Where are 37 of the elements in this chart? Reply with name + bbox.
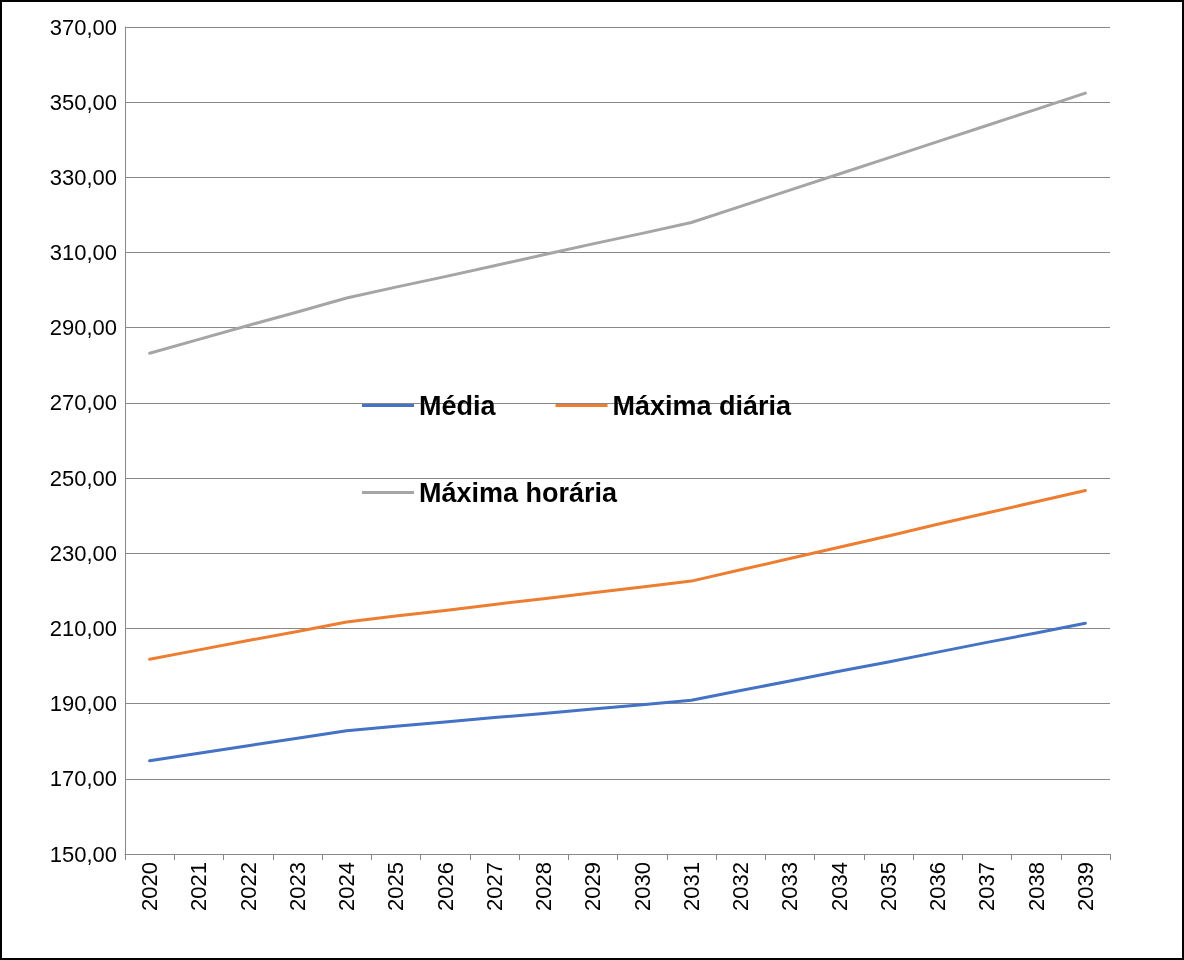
x-tick-label: 2038 xyxy=(1023,862,1049,911)
x-tick-label: 2020 xyxy=(137,862,163,911)
legend-label: Máxima diária xyxy=(612,390,793,421)
x-tick-label: 2034 xyxy=(826,862,852,911)
line-series xyxy=(148,91,1087,355)
x-tick-label: 2028 xyxy=(531,862,557,911)
y-tick-label: 190,00 xyxy=(49,691,117,717)
x-tick-label: 2027 xyxy=(481,862,507,911)
x-tick-label: 2030 xyxy=(629,862,655,911)
x-tick-label: 2029 xyxy=(580,862,606,911)
x-tick-label: 2032 xyxy=(728,862,754,911)
y-tick-label: 290,00 xyxy=(49,315,117,341)
y-tick-label: 270,00 xyxy=(49,390,117,416)
x-tick-label: 2026 xyxy=(432,862,458,911)
x-tick-label: 2025 xyxy=(383,862,409,911)
x-tick-label: 2039 xyxy=(1072,862,1098,911)
x-tick-label: 2022 xyxy=(235,862,261,911)
y-tick-label: 210,00 xyxy=(49,615,117,641)
y-tick-label: 250,00 xyxy=(49,465,117,491)
x-tick-label: 2036 xyxy=(925,862,951,911)
x-tick-label: 2024 xyxy=(334,862,360,911)
x-tick-label: 2035 xyxy=(875,862,901,911)
y-tick-label: 370,00 xyxy=(49,14,117,40)
y-tick-label: 170,00 xyxy=(49,766,117,792)
y-tick-label: 150,00 xyxy=(49,841,117,867)
x-tick-label: 2033 xyxy=(777,862,803,911)
x-tick-label: 2023 xyxy=(284,862,310,911)
y-tick-label: 310,00 xyxy=(49,240,117,266)
x-tick-label: 2037 xyxy=(974,862,1000,911)
line-series xyxy=(148,621,1087,763)
y-tick-label: 350,00 xyxy=(49,89,117,115)
legend-label: Máxima horária xyxy=(419,477,619,508)
legend-label: Média xyxy=(419,390,497,421)
y-tick-label: 230,00 xyxy=(49,540,117,566)
x-tick-label: 2031 xyxy=(678,862,704,911)
y-tick-label: 330,00 xyxy=(49,164,117,190)
x-tick-label: 2021 xyxy=(186,862,212,911)
